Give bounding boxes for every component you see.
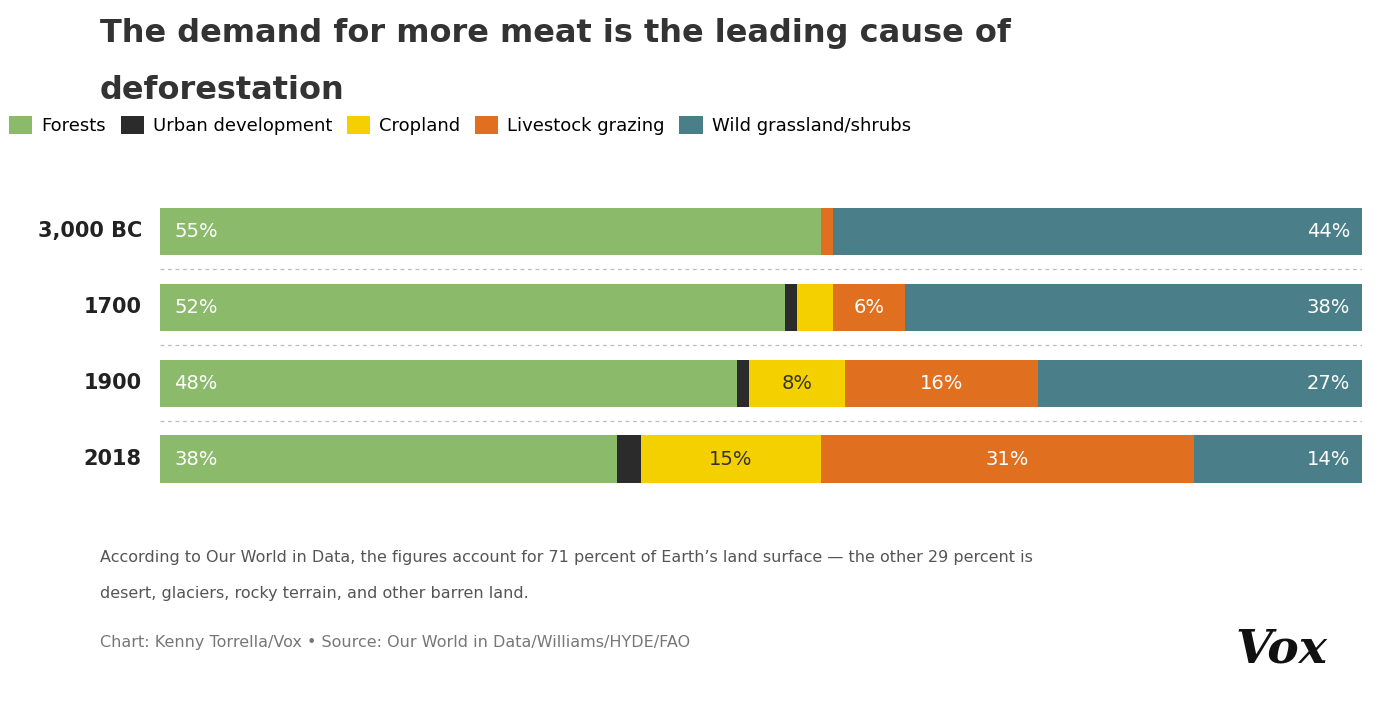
- Text: 31%: 31%: [986, 449, 1029, 469]
- Text: 16%: 16%: [920, 373, 963, 393]
- Bar: [160, 359, 737, 407]
- Bar: [833, 207, 1362, 255]
- Bar: [1037, 359, 1362, 407]
- Bar: [833, 283, 905, 331]
- Text: 6%: 6%: [853, 297, 885, 317]
- Text: 8%: 8%: [781, 373, 813, 393]
- Text: 44%: 44%: [1307, 222, 1350, 241]
- Text: 14%: 14%: [1307, 449, 1350, 469]
- Text: The demand for more meat is the leading cause of: The demand for more meat is the leading …: [100, 18, 1011, 49]
- Text: According to Our World in Data, the figures account for 71 percent of Earth’s la: According to Our World in Data, the figu…: [100, 550, 1033, 565]
- Bar: [821, 435, 1194, 483]
- Bar: [821, 207, 833, 255]
- Bar: [160, 207, 821, 255]
- Text: 27%: 27%: [1307, 373, 1350, 393]
- Bar: [905, 283, 1362, 331]
- Text: deforestation: deforestation: [100, 75, 345, 106]
- Bar: [641, 435, 821, 483]
- Bar: [845, 359, 1037, 407]
- Text: 2018: 2018: [83, 449, 142, 469]
- Text: 55%: 55%: [174, 222, 218, 241]
- Bar: [796, 283, 833, 331]
- Text: 1700: 1700: [83, 297, 142, 317]
- Bar: [749, 359, 845, 407]
- Bar: [160, 283, 785, 331]
- Bar: [785, 283, 796, 331]
- Text: 48%: 48%: [174, 373, 218, 393]
- Text: desert, glaciers, rocky terrain, and other barren land.: desert, glaciers, rocky terrain, and oth…: [100, 586, 528, 601]
- Bar: [160, 435, 617, 483]
- Text: Vox: Vox: [1236, 627, 1327, 672]
- Text: Chart: Kenny Torrella/Vox • Source: Our World in Data/Williams/HYDE/FAO: Chart: Kenny Torrella/Vox • Source: Our …: [100, 635, 691, 650]
- Text: 38%: 38%: [174, 449, 218, 469]
- Text: 52%: 52%: [174, 297, 218, 317]
- Text: 1900: 1900: [83, 373, 142, 393]
- Bar: [1194, 435, 1362, 483]
- Bar: [617, 435, 641, 483]
- Text: 15%: 15%: [709, 449, 753, 469]
- Text: 3,000 BC: 3,000 BC: [38, 221, 142, 241]
- Bar: [737, 359, 749, 407]
- Legend: Forests, Urban development, Cropland, Livestock grazing, Wild grassland/shrubs: Forests, Urban development, Cropland, Li…: [8, 116, 910, 135]
- Text: 38%: 38%: [1307, 297, 1350, 317]
